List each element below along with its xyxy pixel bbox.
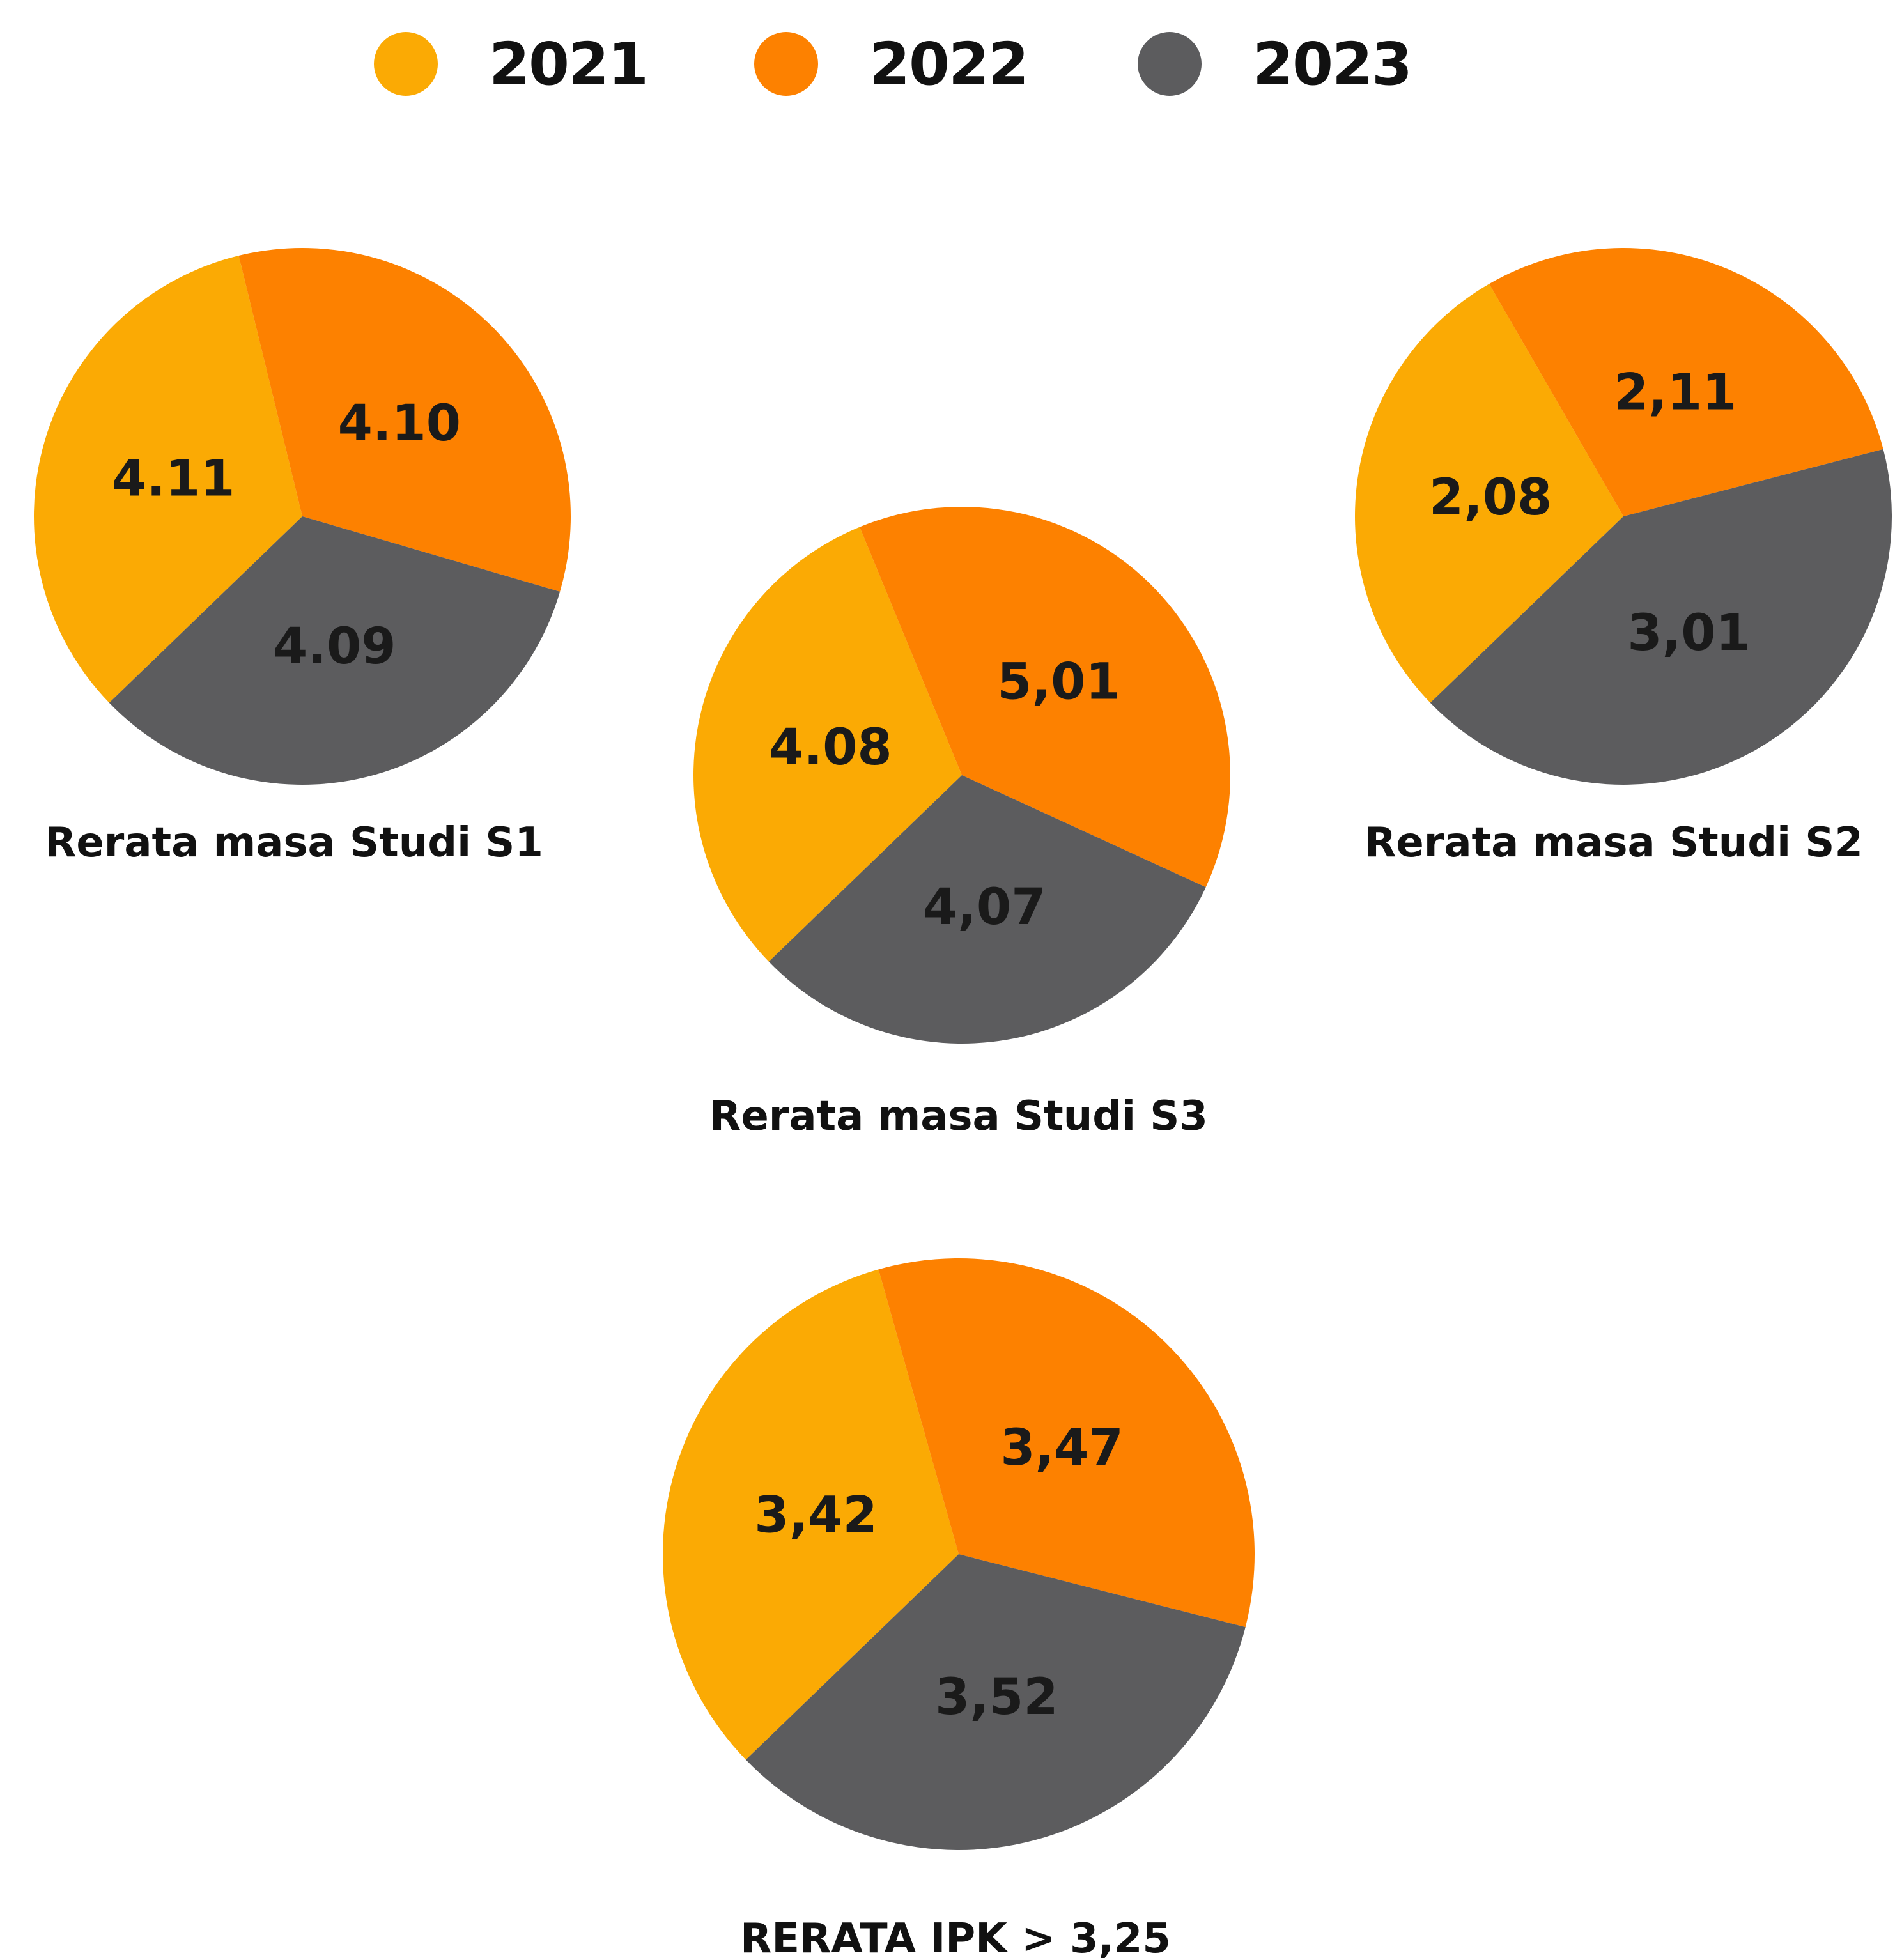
pie-slice-s3-2021: [693, 527, 962, 962]
pie-slice-ipk-2021: [663, 1269, 959, 1760]
pie-chart-ipk: 3,42 3,47 3,52 RERATA IPK > 3,25: [663, 1258, 1255, 1960]
legend-swatch-2023: [1138, 32, 1202, 96]
pie-value-label-ipk-2023: 3,52: [935, 1669, 1058, 1726]
pie-slice-s2-2022: [1489, 247, 1883, 516]
pie-value-label-s2-2021: 2,08: [1429, 469, 1552, 527]
pie-slice-s3-2022: [860, 507, 1230, 888]
legend-item-2022: 2022: [754, 29, 1029, 99]
legend-label-2022: 2022: [869, 29, 1029, 98]
pie-value-label-s2-2023: 3,01: [1627, 605, 1750, 662]
pie-title-s3: Rerata masa Studi S3: [709, 1093, 1208, 1140]
pie-slice-s2-2023: [1430, 449, 1892, 785]
pie-slice-s1-2023: [109, 516, 561, 785]
pie-slice-s1-2021: [33, 255, 302, 703]
pie-slice-ipk-2022: [878, 1258, 1255, 1628]
legend-swatch-2022: [754, 32, 818, 96]
pie-slice-s3-2023: [768, 775, 1206, 1044]
pie-value-label-s1-2021: 4.11: [112, 451, 235, 508]
pie-slice-s1-2022: [238, 248, 571, 592]
pie-value-label-s3-2021: 4.08: [769, 719, 892, 776]
legend-item-2023: 2023: [1138, 29, 1412, 99]
pie-title-ipk: RERATA IPK > 3,25: [740, 1915, 1171, 1960]
pie-chart-s2: 2,08 2,11 3,01 Rerata masa Studi S2: [1355, 247, 1892, 867]
pie-slice-ipk-2023: [745, 1554, 1246, 1850]
legend-label-2023: 2023: [1253, 29, 1412, 98]
chart-legend: 2021 2022 2023: [0, 0, 1895, 128]
pie-value-label-ipk-2022: 3,47: [1000, 1419, 1123, 1477]
pie-chart-s1: 4.11 4.10 4.09 Rerata masa Studi S1: [33, 248, 571, 867]
pie-value-label-s3-2023: 4,07: [923, 879, 1046, 936]
pie-title-s1: Rerata masa Studi S1: [45, 819, 543, 867]
pie-value-label-ipk-2021: 3,42: [754, 1487, 877, 1545]
pie-slice-s2-2021: [1355, 284, 1623, 703]
pie-value-label-s2-2022: 2,11: [1614, 364, 1736, 421]
pie-title-s2: Rerata masa Studi S2: [1365, 819, 1863, 867]
legend-label-2021: 2021: [489, 29, 649, 98]
pie-value-label-s1-2023: 4.09: [273, 618, 396, 675]
pie-value-label-s1-2022: 4.10: [338, 395, 461, 452]
pie-chart-s3: 4.08 5,01 4,07 Rerata masa Studi S3: [693, 507, 1230, 1140]
legend-swatch-2021: [374, 32, 438, 96]
pie-value-label-s3-2022: 5,01: [997, 653, 1120, 711]
legend-item-2021: 2021: [374, 29, 649, 99]
